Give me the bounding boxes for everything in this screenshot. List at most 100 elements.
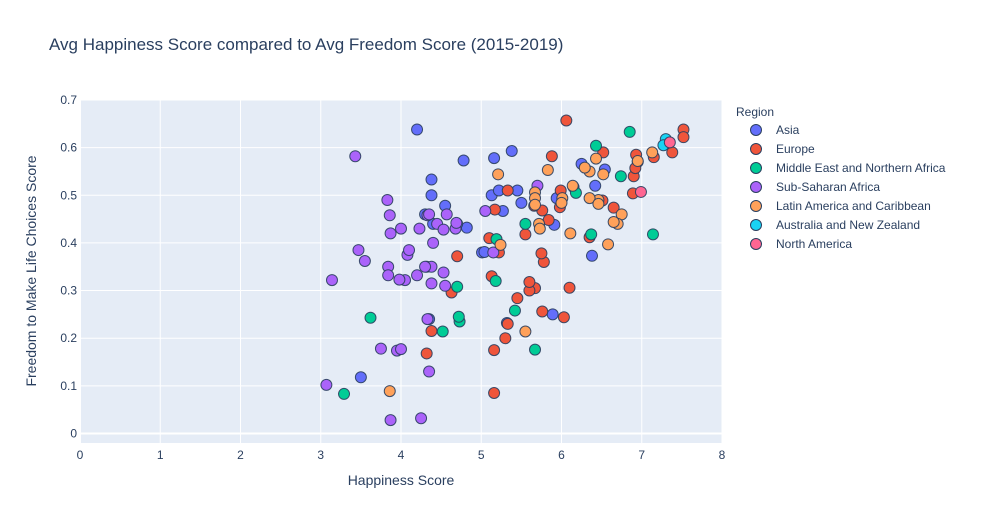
legend-item[interactable]: North America <box>750 237 853 251</box>
data-point[interactable] <box>597 168 610 181</box>
data-point[interactable] <box>546 308 559 321</box>
data-point[interactable] <box>494 238 507 251</box>
legend-item[interactable]: Europe <box>750 142 816 156</box>
data-point[interactable] <box>395 222 407 235</box>
data-point[interactable] <box>564 227 577 240</box>
data-point[interactable] <box>325 274 338 287</box>
data-point[interactable] <box>499 332 512 345</box>
data-point[interactable] <box>529 343 542 356</box>
data-point[interactable] <box>501 184 514 197</box>
data-point[interactable] <box>519 228 532 241</box>
data-point[interactable] <box>523 275 536 288</box>
data-point[interactable] <box>488 386 501 399</box>
series-middle-east-and-northern-africa[interactable] <box>338 125 659 400</box>
data-point[interactable] <box>364 311 377 324</box>
data-point[interactable] <box>439 279 452 292</box>
data-point[interactable] <box>589 179 602 192</box>
data-point[interactable] <box>349 150 362 163</box>
data-point[interactable] <box>590 139 603 152</box>
data-point[interactable] <box>560 114 573 127</box>
data-point[interactable] <box>602 238 615 251</box>
legend-item[interactable]: Asia <box>750 123 800 137</box>
data-point[interactable] <box>557 311 570 324</box>
data-point[interactable] <box>382 269 395 282</box>
data-point[interactable] <box>383 385 396 398</box>
data-point[interactable] <box>489 275 502 288</box>
data-point[interactable] <box>411 269 424 282</box>
data-point[interactable] <box>411 123 424 136</box>
data-point[interactable] <box>505 144 518 157</box>
data-point[interactable] <box>508 304 521 317</box>
data-point[interactable] <box>451 250 464 263</box>
data-point[interactable] <box>423 365 436 378</box>
legend-item[interactable]: Middle East and Northern Africa <box>750 161 946 175</box>
data-point[interactable] <box>545 150 558 163</box>
data-point[interactable] <box>437 223 450 236</box>
data-point[interactable] <box>374 342 387 355</box>
data-point[interactable] <box>590 152 603 165</box>
data-point[interactable] <box>677 131 690 144</box>
data-point[interactable] <box>425 189 438 202</box>
data-point[interactable] <box>457 154 470 167</box>
data-point[interactable] <box>501 317 514 330</box>
data-point[interactable] <box>631 154 644 167</box>
data-point[interactable] <box>646 146 659 159</box>
data-point[interactable] <box>607 215 620 228</box>
data-point[interactable] <box>425 277 438 290</box>
data-point[interactable] <box>592 197 605 210</box>
data-point[interactable] <box>338 387 351 400</box>
series-sub-saharan-africa[interactable] <box>320 150 544 427</box>
data-point[interactable] <box>440 208 453 221</box>
data-point[interactable] <box>352 244 365 257</box>
data-point[interactable] <box>519 217 532 230</box>
data-point[interactable] <box>488 344 501 357</box>
data-point[interactable] <box>578 161 591 174</box>
data-point[interactable] <box>623 125 636 138</box>
data-point[interactable] <box>529 198 542 211</box>
data-point[interactable] <box>585 228 598 241</box>
data-point[interactable] <box>415 412 428 425</box>
data-point[interactable] <box>646 228 659 241</box>
data-point[interactable] <box>607 201 620 214</box>
data-point[interactable] <box>423 208 436 221</box>
data-point[interactable] <box>384 227 397 240</box>
data-point[interactable] <box>614 170 627 183</box>
data-point[interactable] <box>393 273 406 286</box>
data-point[interactable] <box>487 246 500 259</box>
data-point[interactable] <box>420 347 433 360</box>
data-point[interactable] <box>535 247 548 260</box>
data-point[interactable] <box>451 280 464 293</box>
legend-item[interactable]: Sub-Saharan Africa <box>750 180 881 194</box>
data-point[interactable] <box>452 310 465 323</box>
data-point[interactable] <box>358 255 371 268</box>
data-point[interactable] <box>384 414 397 427</box>
data-point[interactable] <box>413 222 426 235</box>
data-points[interactable] <box>320 114 690 427</box>
data-point[interactable] <box>488 152 501 165</box>
data-point[interactable] <box>634 185 647 198</box>
data-point[interactable] <box>511 292 524 305</box>
data-point[interactable] <box>563 281 576 294</box>
data-point[interactable] <box>425 325 438 338</box>
data-point[interactable] <box>519 325 532 338</box>
data-point[interactable] <box>533 222 546 235</box>
data-point[interactable] <box>492 168 505 181</box>
data-point[interactable] <box>515 196 528 209</box>
series-latin-america-and-caribbean[interactable] <box>383 146 659 398</box>
series-north-america[interactable] <box>634 136 676 198</box>
data-point[interactable] <box>555 196 568 209</box>
data-point[interactable] <box>421 313 434 326</box>
data-point[interactable] <box>450 216 463 229</box>
data-point[interactable] <box>395 343 407 356</box>
data-point[interactable] <box>479 204 492 217</box>
data-point[interactable] <box>436 325 449 338</box>
data-point[interactable] <box>425 173 438 186</box>
data-point[interactable] <box>419 260 432 273</box>
data-point[interactable] <box>381 194 394 207</box>
legend[interactable]: Region Asia Europe Middle East and Norther… <box>736 105 946 251</box>
data-point[interactable] <box>320 378 333 391</box>
data-point[interactable] <box>427 236 440 249</box>
data-point[interactable] <box>585 249 598 262</box>
data-point[interactable] <box>541 164 554 177</box>
data-point[interactable] <box>403 244 416 257</box>
